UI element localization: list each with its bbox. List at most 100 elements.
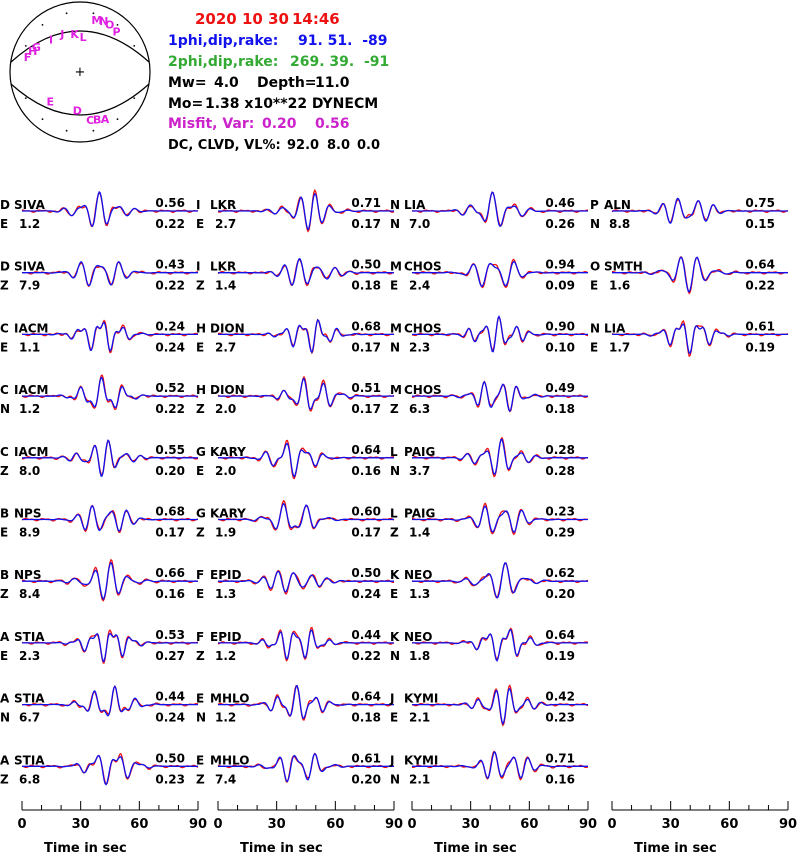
tick-label: 90 bbox=[385, 817, 403, 832]
station-name: IACM bbox=[14, 383, 49, 397]
synthetic-trace bbox=[218, 443, 394, 478]
tick-label: 0 bbox=[607, 817, 616, 832]
amplitude-value: 0.17 bbox=[155, 526, 185, 540]
station-letter: D bbox=[0, 260, 10, 274]
time-axis-1: 0 30 60 90 Time in sec bbox=[17, 801, 207, 856]
distance-value: 7.9 bbox=[19, 279, 40, 293]
beachball-dot bbox=[116, 24, 119, 26]
synthetic-trace bbox=[22, 685, 198, 717]
synthetic-trace bbox=[218, 684, 394, 720]
amplitude-value: 0.26 bbox=[545, 217, 575, 231]
station-letter: N bbox=[590, 321, 600, 335]
distance-value: 1.3 bbox=[409, 587, 430, 601]
correlation-value: 0.64 bbox=[545, 628, 575, 642]
mo-value: 1.38 x10**22 DYNECM bbox=[205, 96, 378, 112]
station-letter: F bbox=[196, 630, 204, 644]
distance-value: 1.2 bbox=[215, 711, 236, 725]
distance-value: 1.3 bbox=[215, 587, 236, 601]
amplitude-value: 0.18 bbox=[545, 402, 575, 416]
station-letter: E bbox=[196, 692, 204, 706]
axis-title: Time in sec bbox=[44, 841, 127, 856]
station-letter: G bbox=[196, 507, 206, 521]
component-label: N bbox=[390, 340, 400, 354]
amplitude-value: 0.16 bbox=[545, 772, 575, 786]
panel-lia-e: N LIA E 1.7 0.61 0.19 bbox=[590, 319, 789, 358]
component-label: E bbox=[196, 217, 204, 231]
component-label: Z bbox=[196, 526, 205, 540]
panel-mhlo-z: E MHLO Z 7.4 0.61 0.20 bbox=[196, 751, 395, 786]
correlation-value: 0.28 bbox=[545, 443, 575, 457]
synthetic-trace bbox=[218, 318, 394, 354]
station-name: CHOS bbox=[404, 383, 442, 397]
station-letter: C bbox=[0, 321, 9, 335]
station-name: IACM bbox=[14, 321, 49, 335]
correlation-value: 0.71 bbox=[545, 751, 575, 765]
distance-value: 2.3 bbox=[19, 649, 40, 663]
station-name: EPID bbox=[210, 568, 241, 582]
amplitude-value: 0.28 bbox=[545, 464, 575, 478]
beachball-dot bbox=[133, 97, 136, 99]
component-label: N bbox=[390, 649, 400, 663]
panel-iacm-e: C IACM E 1.1 0.24 0.24 bbox=[0, 319, 199, 354]
amplitude-value: 0.22 bbox=[745, 279, 775, 293]
synthetic-trace bbox=[22, 321, 198, 352]
beachball-dot bbox=[41, 118, 44, 120]
beachball-station-A: A bbox=[101, 113, 110, 126]
beachball-station-N: N bbox=[99, 15, 108, 28]
synthetic-trace bbox=[22, 504, 198, 532]
distance-value: 1.4 bbox=[215, 279, 236, 293]
amplitude-value: 0.27 bbox=[155, 649, 185, 663]
component-label: Z bbox=[0, 772, 9, 786]
panel-epid-z: F EPID Z 1.2 0.44 0.22 bbox=[196, 626, 395, 663]
station-name: CHOS bbox=[404, 260, 442, 274]
panel-paig-n: L PAIG N 3.7 0.28 0.28 bbox=[390, 436, 588, 478]
panel-epid-e: F EPID E 1.3 0.50 0.24 bbox=[196, 566, 395, 601]
amplitude-value: 0.20 bbox=[351, 772, 381, 786]
component-label: Z bbox=[390, 526, 399, 540]
observed-trace bbox=[218, 439, 395, 480]
distance-value: 2.1 bbox=[409, 772, 430, 786]
amplitude-value: 0.22 bbox=[155, 217, 185, 231]
component-label: E bbox=[0, 217, 8, 231]
correlation-value: 0.53 bbox=[155, 628, 185, 642]
time-axis-3: 0 30 60 90 Time in sec bbox=[407, 801, 597, 856]
distance-value: 1.2 bbox=[19, 402, 40, 416]
beachball-station-J: J bbox=[59, 28, 64, 41]
dc-label: DC, CLVD, VL%: bbox=[168, 138, 281, 153]
distance-value: 7.0 bbox=[409, 217, 430, 231]
correlation-value: 0.66 bbox=[155, 566, 185, 580]
component-label: E bbox=[196, 587, 204, 601]
depth-label: Depth= bbox=[257, 75, 317, 91]
panel-neo-n: K NEO N 1.8 0.64 0.19 bbox=[390, 627, 589, 663]
nodal-plane-1 bbox=[10, 30, 150, 63]
distance-value: 2.7 bbox=[215, 217, 236, 231]
synthetic-trace bbox=[412, 380, 588, 413]
distance-value: 1.2 bbox=[215, 649, 236, 663]
synthetic-trace bbox=[412, 629, 588, 662]
station-letter: K bbox=[390, 630, 400, 644]
correlation-value: 0.24 bbox=[155, 319, 185, 333]
station-name: STIA bbox=[14, 630, 45, 644]
component-label: Z bbox=[196, 402, 205, 416]
component-label: Z bbox=[0, 464, 9, 478]
component-label: E bbox=[390, 279, 398, 293]
misfit-label: Misfit, Var: bbox=[168, 116, 254, 132]
correlation-value: 0.68 bbox=[155, 505, 185, 519]
panel-mhlo-n: E MHLO N 1.2 0.64 0.18 bbox=[196, 684, 395, 725]
beachball-station-O: O bbox=[105, 19, 114, 32]
correlation-value: 0.42 bbox=[545, 690, 575, 704]
station-name: MHLO bbox=[210, 753, 249, 767]
beachball-dot bbox=[65, 12, 68, 15]
amplitude-value: 0.18 bbox=[351, 279, 381, 293]
tick-label: 30 bbox=[268, 817, 286, 832]
correlation-value: 0.51 bbox=[351, 381, 381, 395]
distance-value: 1.2 bbox=[19, 217, 40, 231]
component-label: Z bbox=[0, 587, 9, 601]
correlation-value: 0.55 bbox=[155, 443, 185, 457]
correlation-value: 0.43 bbox=[155, 258, 185, 272]
synthetic-trace bbox=[218, 570, 394, 593]
station-letter: K bbox=[390, 568, 400, 582]
tick-label: 30 bbox=[462, 817, 480, 832]
